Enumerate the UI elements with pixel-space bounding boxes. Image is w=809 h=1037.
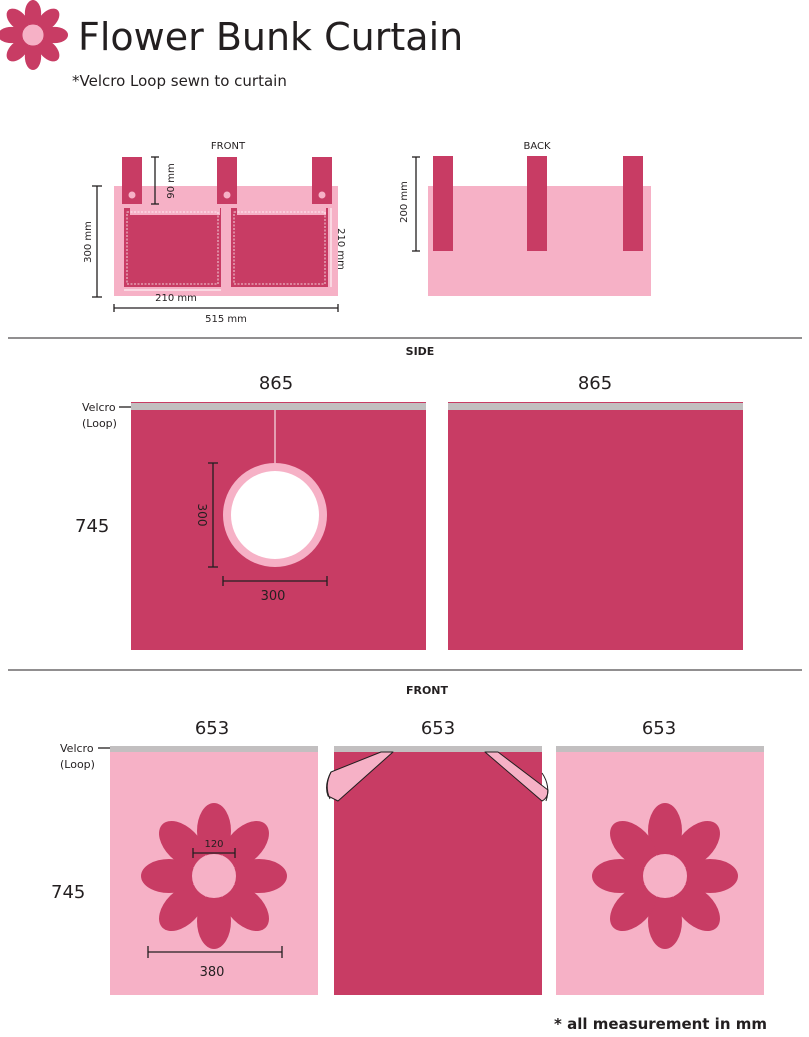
velcro-strip (110, 746, 318, 752)
flower-applique (141, 803, 287, 949)
front-panel-width: 653 (421, 718, 455, 739)
front-label: FRONT (211, 141, 246, 152)
pocket-front-diagram: FRONT 90 mm 300 mm 210 mm 210 mm 515 mm (83, 141, 346, 325)
back-strap-height-label: 200 mm (399, 181, 410, 223)
front-height: 745 (51, 882, 85, 903)
back-label: BACK (523, 141, 551, 152)
velcro-label: Velcro (82, 401, 116, 414)
velcro-strip (334, 746, 542, 752)
pocket-height-label: 210 mm (335, 228, 346, 270)
footnote: * all measurement in mm (554, 1015, 767, 1033)
height-label: 300 mm (83, 221, 94, 263)
pocket-width-label: 210 mm (155, 293, 197, 304)
window-height-label: 300 (195, 504, 209, 527)
side-panel-width: 865 (259, 373, 293, 394)
side-section: SIDE 865 865 Velcro (Loop) 745 300 300 (75, 345, 743, 650)
front-panel-middle (334, 746, 542, 995)
velcro-strip (556, 746, 764, 752)
velcro-sub-label: (Loop) (82, 417, 117, 430)
pocket (124, 208, 221, 287)
velcro-strip (448, 403, 743, 410)
velcro-label: Velcro (60, 742, 94, 755)
flower-center-label: 120 (204, 839, 223, 850)
front-panel-width: 653 (195, 718, 229, 739)
tie-back-strap (326, 751, 549, 802)
button-icon (128, 191, 136, 199)
flower-applique (592, 803, 738, 949)
pocket (231, 208, 328, 287)
velcro-sub-label: (Loop) (60, 758, 95, 771)
subtitle: *Velcro Loop sewn to curtain (72, 72, 287, 90)
pocket-back-diagram: BACK 200 mm (399, 141, 651, 296)
page-title: Flower Bunk Curtain (78, 15, 463, 59)
side-panel-width: 865 (578, 373, 612, 394)
front-panel-width: 653 (642, 718, 676, 739)
side-height: 745 (75, 516, 109, 537)
side-label: SIDE (406, 345, 435, 358)
velcro-strip (131, 403, 426, 410)
side-panel (448, 402, 743, 650)
front-section: FRONT 653 653 653 Velcro (Loop) 120 380 (51, 684, 764, 995)
width-label: 515 mm (205, 314, 247, 325)
button-icon (223, 191, 231, 199)
window-width-label: 300 (261, 589, 286, 604)
strap-height-label: 90 mm (166, 163, 177, 198)
front-label: FRONT (406, 684, 449, 697)
logo-flower-icon (0, 0, 69, 71)
flower-width-label: 380 (200, 965, 225, 980)
button-icon (318, 191, 326, 199)
window-opening (231, 471, 319, 559)
